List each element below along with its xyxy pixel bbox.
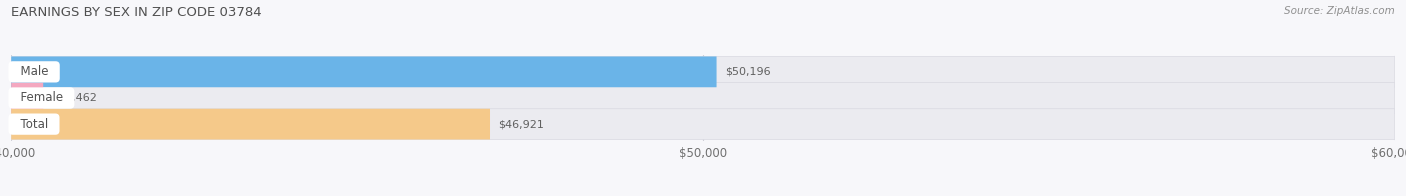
Text: Male: Male (13, 65, 56, 78)
Text: $46,921: $46,921 (498, 119, 544, 129)
FancyBboxPatch shape (11, 83, 1395, 113)
Text: Total: Total (13, 118, 55, 131)
Text: EARNINGS BY SEX IN ZIP CODE 03784: EARNINGS BY SEX IN ZIP CODE 03784 (11, 6, 262, 19)
FancyBboxPatch shape (11, 83, 44, 113)
FancyBboxPatch shape (11, 109, 1395, 140)
Text: $40,462: $40,462 (52, 93, 97, 103)
Text: $50,196: $50,196 (725, 67, 770, 77)
FancyBboxPatch shape (11, 109, 491, 140)
Text: Female: Female (13, 92, 70, 104)
FancyBboxPatch shape (11, 56, 717, 87)
FancyBboxPatch shape (11, 56, 1395, 87)
Text: Source: ZipAtlas.com: Source: ZipAtlas.com (1284, 6, 1395, 16)
